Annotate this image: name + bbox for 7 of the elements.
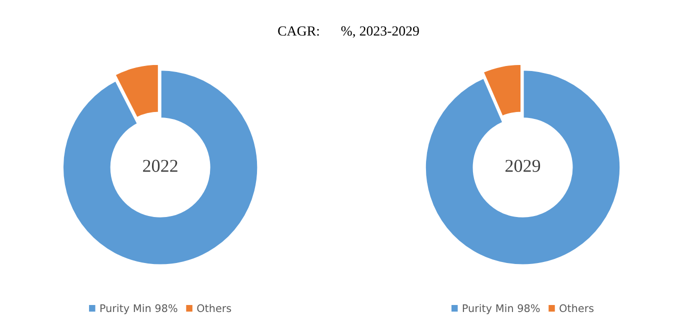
legend-label: Others [197,304,232,312]
text: 2022 [143,160,178,172]
text: CAGR: %, 2023-2029 [278,26,419,38]
legend-label: Others [560,304,594,312]
text: 2029 [505,160,540,172]
legend-label: Purity Min 98% [100,304,178,314]
legend-label: Purity Min 98% [462,304,540,314]
